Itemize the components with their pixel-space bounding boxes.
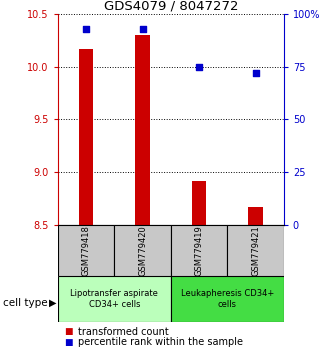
Text: ■: ■ [64, 327, 73, 336]
Text: Lipotransfer aspirate
CD34+ cells: Lipotransfer aspirate CD34+ cells [70, 290, 158, 309]
Bar [227, 225, 284, 276]
Text: GSM779420: GSM779420 [138, 225, 147, 276]
Bar [79, 49, 93, 225]
Bar [248, 207, 263, 225]
Bar [58, 276, 171, 322]
Text: percentile rank within the sample: percentile rank within the sample [78, 337, 243, 347]
Bar [192, 181, 206, 225]
Text: Leukapheresis CD34+
cells: Leukapheresis CD34+ cells [181, 290, 274, 309]
Text: cell type: cell type [3, 298, 48, 308]
Bar [171, 225, 227, 276]
Text: ■: ■ [64, 338, 73, 347]
Point [140, 26, 145, 32]
Bar [171, 276, 284, 322]
Text: transformed count: transformed count [78, 327, 168, 337]
Text: GSM779419: GSM779419 [194, 225, 204, 276]
Point [196, 64, 202, 70]
Point [83, 26, 89, 32]
Text: ▶: ▶ [49, 298, 56, 308]
Title: GDS4079 / 8047272: GDS4079 / 8047272 [104, 0, 238, 13]
Text: GSM779421: GSM779421 [251, 225, 260, 276]
Bar [135, 35, 149, 225]
Point [253, 70, 258, 76]
Bar [58, 225, 114, 276]
Text: GSM779418: GSM779418 [82, 225, 90, 276]
Bar [114, 225, 171, 276]
